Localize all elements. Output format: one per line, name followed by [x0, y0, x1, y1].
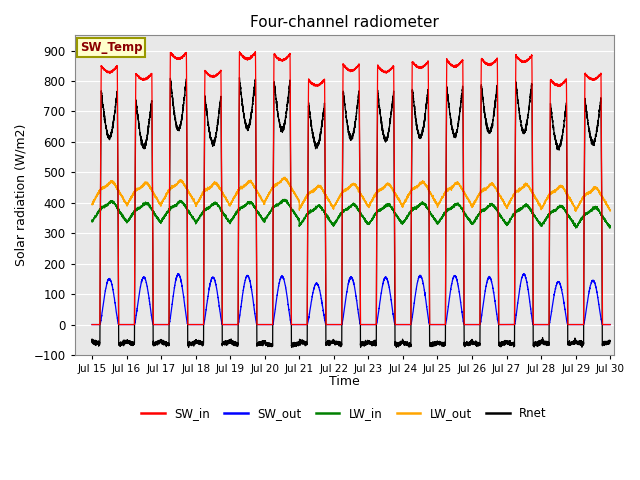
SW_in: [88, 322, 96, 327]
LW_in: [333, 216, 341, 222]
SW_in: [333, 322, 341, 327]
LW_in: [572, 225, 579, 231]
SW_in: [264, 322, 272, 327]
SW_in: [584, 74, 592, 80]
LW_out: [333, 197, 341, 203]
LW_out: [467, 202, 475, 207]
Y-axis label: Solar radiation (W/m2): Solar radiation (W/m2): [15, 124, 28, 266]
SW_in: [252, 49, 259, 55]
Rnet: [88, 336, 96, 342]
Rnet: [585, 124, 593, 130]
SW_out: [584, 293, 592, 299]
LW_out: [481, 186, 489, 192]
Line: Rnet: Rnet: [92, 78, 610, 348]
LW_out: [281, 174, 289, 180]
SW_in: [467, 322, 475, 327]
SW_in: [481, 60, 489, 66]
SW_out: [174, 271, 182, 276]
Legend: SW_in, SW_out, LW_in, LW_out, Rnet: SW_in, SW_out, LW_in, LW_out, Rnet: [137, 402, 552, 425]
Line: SW_out: SW_out: [92, 274, 610, 324]
SW_in: [578, 322, 586, 327]
Rnet: [467, 341, 475, 347]
SW_out: [578, 322, 586, 327]
X-axis label: Time: Time: [329, 375, 360, 388]
LW_in: [88, 217, 96, 223]
SW_out: [88, 322, 96, 327]
Line: SW_in: SW_in: [92, 52, 610, 324]
Rnet: [579, 338, 586, 344]
LW_out: [579, 197, 586, 203]
SW_out: [467, 322, 475, 327]
Rnet: [333, 341, 341, 347]
Rnet: [288, 345, 296, 350]
LW_out: [88, 202, 96, 207]
LW_in: [281, 196, 289, 202]
LW_out: [572, 208, 580, 214]
Rnet: [606, 338, 614, 344]
Rnet: [482, 117, 490, 122]
LW_out: [585, 190, 593, 195]
SW_out: [333, 322, 341, 327]
Rnet: [236, 75, 243, 81]
SW_out: [606, 322, 614, 327]
LW_in: [585, 210, 593, 216]
Title: Four-channel radiometer: Four-channel radiometer: [250, 15, 438, 30]
Line: LW_in: LW_in: [92, 199, 610, 228]
LW_in: [467, 219, 475, 225]
Line: LW_out: LW_out: [92, 177, 610, 211]
Text: SW_Temp: SW_Temp: [80, 40, 142, 54]
Rnet: [264, 340, 272, 346]
SW_in: [606, 322, 614, 327]
SW_out: [481, 287, 489, 293]
LW_in: [579, 214, 586, 220]
LW_in: [606, 225, 614, 231]
LW_out: [264, 192, 272, 198]
LW_in: [481, 206, 489, 212]
LW_in: [264, 212, 272, 218]
LW_out: [606, 208, 614, 214]
SW_out: [264, 322, 272, 327]
